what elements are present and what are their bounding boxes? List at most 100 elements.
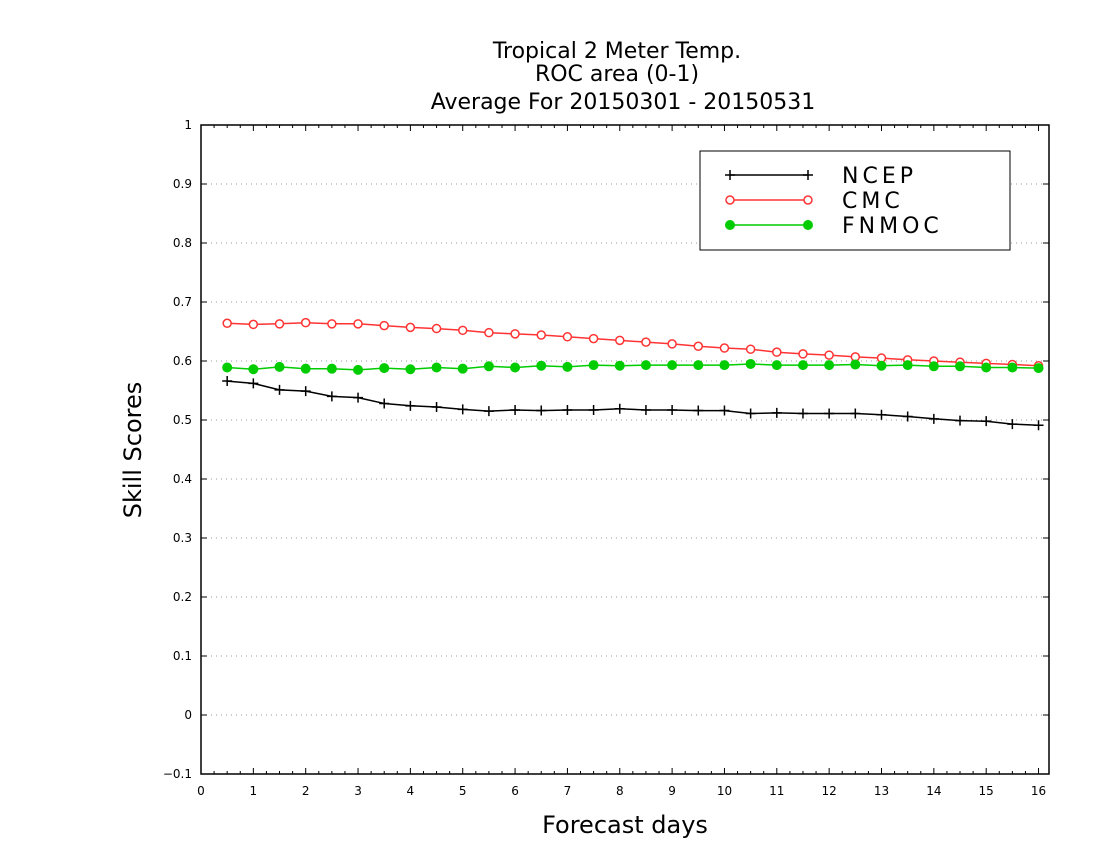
x-tick-label: 4 — [407, 784, 415, 798]
legend-cmc-marker-right — [803, 195, 813, 205]
series-fnmoc-point — [1033, 363, 1044, 374]
series-ncep-point — [274, 384, 285, 395]
series-ncep-point — [640, 404, 651, 415]
series-ncep-point — [353, 392, 364, 403]
series-fnmoc-point — [771, 360, 782, 371]
legend-ncep-label: NCEP — [842, 164, 917, 189]
series-fnmoc-point — [981, 362, 992, 373]
series-fnmoc-point — [457, 363, 468, 374]
x-tick-label: 15 — [979, 784, 994, 798]
x-tick-label: 8 — [616, 784, 624, 798]
series-fnmoc-point — [326, 363, 337, 374]
series-cmc-point — [588, 333, 599, 344]
series-fnmoc-point — [876, 360, 887, 371]
y-axis-ticks: −0.1 0 0.1 0.2 0.3 0.4 0.5 0.6 0.7 0.8 0.9 1 — [163, 118, 1049, 781]
series-fnmoc-point — [536, 360, 547, 371]
series-cmc-point — [300, 317, 311, 328]
series-fnmoc-point — [483, 361, 494, 372]
x-tick-label: 14 — [926, 784, 941, 798]
series-cmc-point — [510, 329, 520, 339]
gridlines — [201, 183, 1049, 716]
series-fnmoc-line — [227, 363, 1039, 371]
chart-title: Tropical 2 Meter Temp. ROC area (0-1) Av… — [431, 39, 816, 115]
series-fnmoc-point — [1007, 362, 1018, 373]
series-cmc-point — [484, 327, 494, 338]
series-ncep-point — [902, 411, 913, 422]
series-ncep-point — [797, 408, 808, 419]
series-ncep-point — [1033, 420, 1044, 431]
y-tick-label: 0 — [184, 708, 192, 722]
series-fnmoc-point — [824, 360, 835, 371]
y-tick-label: 0.5 — [173, 413, 192, 427]
chart-title-line-3: Average For 20150301 - 20150531 — [431, 90, 816, 115]
x-tick-label: 2 — [302, 784, 310, 798]
series-fnmoc-point — [614, 360, 625, 371]
series-ncep-point — [693, 405, 704, 416]
series-ncep-point — [981, 416, 992, 427]
series-ncep-point — [824, 408, 835, 419]
series-fnmoc-point — [248, 364, 259, 375]
series-cmc-point — [745, 344, 756, 354]
y-tick-label: −0.1 — [163, 767, 192, 781]
series-ncep-point — [431, 402, 442, 413]
series-cmc-point — [772, 347, 782, 357]
series-fnmoc-point — [405, 364, 416, 375]
series-fnmoc-point — [797, 360, 808, 371]
series-ncep-point — [876, 409, 887, 420]
series-fnmoc-point — [902, 360, 913, 371]
series-fnmoc-point — [850, 359, 861, 370]
series-fnmoc-point — [588, 360, 599, 371]
series-ncep-point — [745, 408, 756, 419]
x-tick-label: 6 — [511, 784, 519, 798]
series-ncep-point — [928, 413, 939, 424]
y-tick-label: 0.2 — [173, 590, 192, 604]
series-cmc-point — [824, 350, 834, 360]
series-ncep-point — [955, 415, 966, 426]
series-ncep-point — [562, 404, 573, 415]
series-cmc-point — [379, 320, 389, 331]
series-ncep-point — [536, 405, 547, 416]
x-tick-label: 10 — [717, 784, 732, 798]
series-ncep-point — [248, 378, 259, 389]
series-ncep-point — [379, 398, 390, 409]
series-fnmoc-point — [719, 360, 730, 371]
legend-cmc-label: CMC — [842, 189, 904, 214]
series-ncep-point — [588, 404, 599, 415]
x-axis-label: Forecast days — [542, 811, 708, 839]
y-tick-label: 1 — [184, 118, 192, 132]
x-tick-label: 5 — [459, 784, 467, 798]
y-tick-label: 0.3 — [173, 531, 192, 545]
series-cmc-point — [405, 322, 416, 333]
chart-title-line-1: Tropical 2 Meter Temp. — [492, 39, 741, 64]
series-ncep-point — [510, 404, 521, 415]
series-ncep-point — [222, 376, 233, 387]
series-ncep-point — [483, 406, 494, 417]
legend-ncep-marker-right — [803, 170, 813, 180]
series-fnmoc-point — [693, 360, 704, 371]
series-fnmoc-point — [667, 360, 678, 371]
series-cmc-point — [798, 349, 808, 359]
series-ncep-point — [457, 404, 468, 415]
series-ncep-point — [771, 407, 782, 418]
series-ncep-point — [667, 404, 678, 415]
x-tick-label: 13 — [874, 784, 889, 798]
legend-ncep-marker-left — [725, 170, 735, 180]
x-tick-label: 16 — [1031, 784, 1046, 798]
series-ncep-point — [300, 386, 311, 397]
x-tick-label: 9 — [668, 784, 676, 798]
series-fnmoc-point — [379, 363, 390, 374]
series-cmc-line — [227, 321, 1039, 367]
series-cmc-point — [641, 337, 651, 347]
series-cmc-point — [431, 323, 442, 334]
series-fnmoc-point — [431, 362, 442, 373]
series-cmc-point — [562, 332, 573, 342]
series-cmc-point — [274, 319, 285, 329]
series-cmc-point — [615, 335, 625, 346]
series-ncep-point — [405, 400, 416, 411]
series-fnmoc-point — [745, 358, 756, 369]
series-fnmoc-point — [274, 361, 285, 372]
series-cmc-point — [248, 319, 259, 330]
plot-frame — [200, 124, 1050, 775]
series-ncep-point — [326, 391, 337, 402]
